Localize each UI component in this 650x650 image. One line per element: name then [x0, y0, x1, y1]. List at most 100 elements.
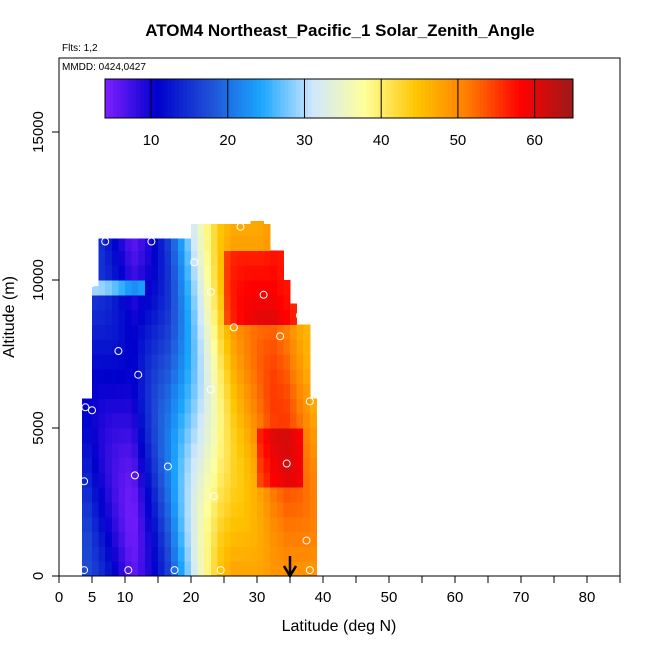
heatmap-cell — [263, 457, 271, 473]
heatmap-cell — [92, 428, 100, 444]
plot-frame — [58, 57, 621, 577]
colorbar-segment — [175, 79, 180, 118]
heatmap-cell — [164, 546, 172, 562]
heatmap-cell — [257, 309, 265, 325]
heatmap-cell — [224, 235, 232, 251]
heatmap-cell — [171, 280, 179, 296]
heatmap-cell — [263, 294, 271, 311]
heatmap-cell — [105, 487, 113, 503]
heatmap-cell — [283, 309, 291, 325]
heatmap-cell — [230, 457, 238, 473]
colorbar-segment — [522, 79, 527, 118]
heatmap-cell — [118, 546, 126, 562]
heatmap-cell — [131, 457, 139, 473]
heatmap-cell — [144, 280, 152, 296]
colorbar-segment — [206, 79, 211, 118]
heatmap-cell — [191, 309, 199, 325]
heatmap-cell — [98, 398, 106, 414]
colorbar-segment — [202, 79, 207, 118]
heatmap-cell — [243, 428, 251, 444]
heatmap-cell — [151, 442, 159, 459]
observation-point — [295, 311, 304, 320]
heatmap-cell — [237, 398, 245, 414]
heatmap-cell — [138, 324, 146, 340]
colorbar-segment — [389, 79, 395, 118]
heatmap-cell — [210, 516, 218, 533]
heatmap-cell — [217, 457, 225, 473]
heatmap-cell — [164, 324, 172, 340]
heatmap-cell — [296, 354, 304, 370]
heatmap-cell — [276, 294, 284, 311]
heatmap-cell — [151, 487, 159, 503]
heatmap-cell — [309, 516, 317, 533]
heatmap-cell — [131, 250, 139, 266]
heatmap-cell — [171, 250, 179, 266]
heatmap-cell — [164, 280, 172, 296]
heatmap-cell — [138, 294, 146, 311]
colorbar-segment — [498, 79, 504, 118]
heatmap-cell — [283, 457, 291, 473]
heatmap-cell — [270, 457, 278, 473]
heatmap-cell — [138, 561, 146, 577]
heatmap-cell — [111, 442, 119, 459]
heatmap-cell — [303, 472, 311, 488]
heatmap-cell — [290, 487, 298, 503]
colorbar-segment — [249, 79, 254, 118]
heatmap-cell — [98, 250, 106, 266]
heatmap-cell — [171, 368, 179, 385]
colorbar-segment — [339, 79, 344, 118]
heatmap-cell — [191, 531, 199, 547]
heatmap-cell — [224, 294, 232, 311]
heatmap-cell — [158, 561, 166, 577]
heatmap-cell — [270, 472, 278, 488]
colorbar-segment — [116, 79, 122, 118]
colorbar-segment — [448, 79, 453, 118]
heatmap-cell — [237, 294, 245, 311]
heatmap-cell — [138, 413, 146, 429]
heatmap-cell — [303, 442, 311, 459]
heatmap-cell — [204, 280, 212, 296]
heatmap-cell — [257, 442, 265, 459]
colorbar-segment — [514, 79, 519, 118]
y-axis-label: Altitude (m) — [1, 276, 18, 358]
heatmap-cell — [105, 294, 113, 311]
colorbar-segment — [140, 79, 145, 118]
heatmap-cell — [204, 324, 212, 340]
heatmap-cell — [204, 516, 212, 533]
colorbar-segment — [261, 79, 266, 118]
heatmap-cell — [250, 546, 258, 562]
latitude-marker-arrow — [282, 556, 298, 579]
colorbar-segment — [475, 79, 480, 118]
heatmap-cell — [290, 457, 298, 473]
heatmap-cell — [144, 531, 152, 547]
heatmap-cell — [177, 368, 185, 385]
heatmap-cell — [230, 428, 238, 444]
heatmap-cell — [158, 354, 166, 370]
observation-point — [305, 566, 314, 575]
heatmap-cell — [125, 428, 133, 444]
heatmap-cell — [230, 561, 238, 577]
heatmap-cell — [191, 457, 199, 473]
heatmap-cell — [230, 324, 238, 340]
heatmap-cell — [105, 398, 113, 414]
heatmap-cell — [237, 280, 245, 296]
heatmap-cell — [177, 502, 185, 518]
heatmap-cell — [290, 383, 298, 399]
heatmap-cell — [270, 502, 278, 518]
x-tick-label: 5 — [88, 589, 96, 606]
heatmap-cell — [263, 472, 271, 488]
heatmap-cell — [105, 238, 113, 251]
heatmap-cell — [118, 428, 126, 444]
heatmap-cell — [237, 309, 245, 325]
heatmap-cell — [217, 265, 225, 281]
heatmap-cell — [92, 383, 100, 399]
heatmap-cell — [177, 339, 185, 355]
heatmap-cell — [144, 324, 152, 340]
colorbar-segment — [545, 79, 551, 118]
heatmap-cell — [270, 383, 278, 399]
heatmap-cell — [204, 368, 212, 385]
heatmap-cell — [92, 502, 100, 518]
heatmap-cell — [263, 561, 271, 577]
colorbar-segment — [229, 79, 235, 118]
observation-point — [302, 536, 311, 545]
